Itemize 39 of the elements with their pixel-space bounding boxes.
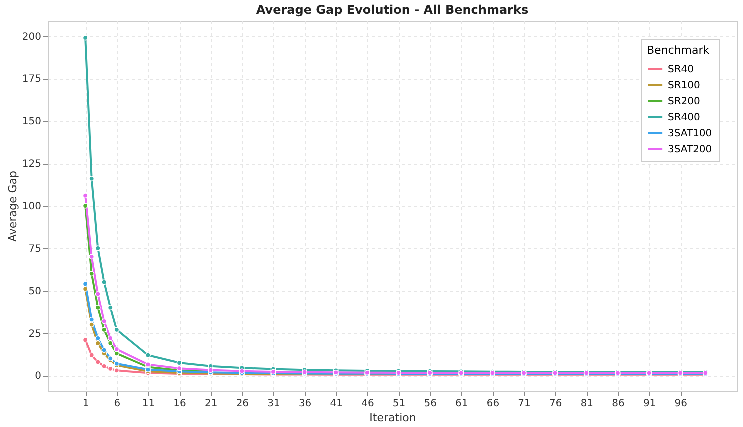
- legend-label: SR100: [668, 80, 700, 92]
- x-tick-label: 11: [142, 398, 156, 410]
- x-tick-label: 96: [674, 398, 688, 410]
- x-tick-label: 51: [392, 398, 406, 410]
- x-tick-label: 6: [114, 398, 121, 410]
- x-tick-label: 41: [330, 398, 343, 410]
- y-axis-title: Average Gap: [6, 171, 20, 242]
- x-tick-label: 56: [424, 398, 437, 410]
- y-tick-label: 25: [28, 328, 42, 340]
- legend-label: 3SAT200: [668, 144, 712, 156]
- x-tick-label: 1: [82, 398, 90, 410]
- legend-title: Benchmark: [647, 44, 710, 57]
- x-tick-label: 26: [236, 398, 250, 410]
- x-tick-label: 86: [612, 398, 625, 410]
- y-tick-label: 50: [28, 286, 42, 298]
- y-tick-label: 150: [22, 116, 42, 128]
- x-tick-label: 31: [268, 398, 280, 410]
- legend-label: 3SAT100: [668, 128, 712, 140]
- x-tick-label: 76: [549, 398, 562, 410]
- x-tick-label: 16: [174, 398, 186, 410]
- x-tick-label: 91: [643, 398, 656, 410]
- legend-label: SR200: [668, 96, 700, 108]
- x-axis-title: Iteration: [370, 412, 416, 424]
- y-tick-label: 0: [35, 371, 42, 382]
- y-tick-label: 200: [22, 32, 42, 43]
- x-tick-label: 21: [204, 398, 218, 410]
- chart-title: Average Gap Evolution - All Benchmarks: [256, 3, 529, 17]
- x-tick-label: 36: [298, 398, 312, 410]
- x-tick-label: 46: [362, 398, 374, 410]
- x-tick-label: 61: [456, 398, 468, 410]
- y-tick-label: 175: [22, 74, 42, 86]
- legend-label: SR400: [668, 112, 700, 124]
- x-tick-label: 66: [486, 398, 500, 410]
- y-tick-label: 100: [22, 202, 42, 212]
- y-tick-label: 75: [28, 244, 42, 255]
- y-tick-label: 125: [22, 159, 42, 170]
- legend-label: SR40: [668, 64, 694, 76]
- x-tick-label: 71: [518, 398, 531, 410]
- x-tick-label: 81: [580, 398, 594, 410]
